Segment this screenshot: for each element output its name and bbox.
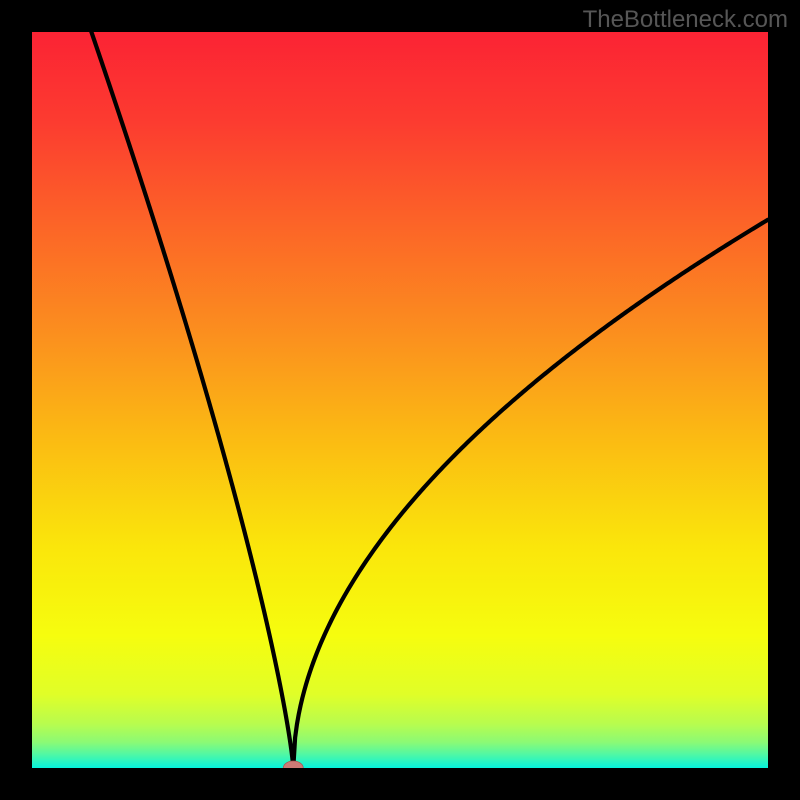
bottleneck-chart (32, 32, 768, 768)
chart-background (32, 32, 768, 768)
watermark-text: TheBottleneck.com (583, 6, 788, 34)
